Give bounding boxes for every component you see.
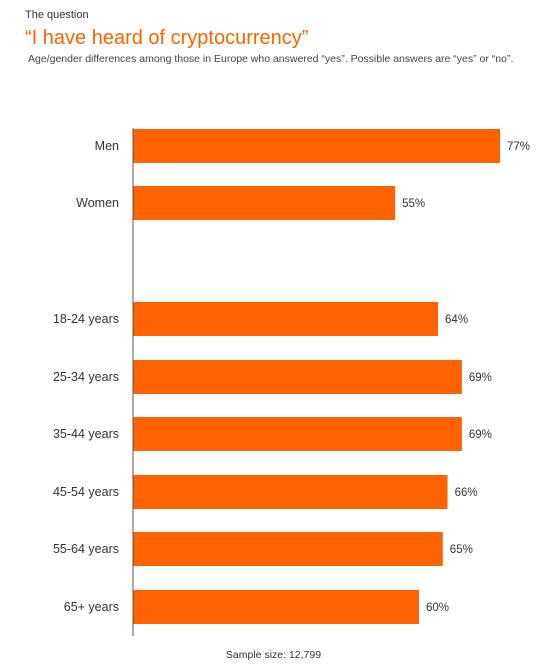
sample-size-note: Sample size: 12,799 [225,649,322,661]
value-label: 64% [445,314,468,326]
bar [133,302,439,336]
value-label: 69% [469,372,492,384]
bar [133,129,500,163]
value-label: 60% [426,602,449,614]
bar [133,532,443,566]
category-label: 35-44 years [53,427,119,441]
category-label: Women [76,196,119,210]
bar [133,186,396,220]
value-label: 55% [402,198,425,210]
value-label: 77% [507,141,530,153]
value-label: 65% [450,544,473,556]
bar [133,590,419,624]
category-label: 45-54 years [53,485,119,499]
category-label: Men [95,139,119,153]
category-label: 55-64 years [53,542,119,556]
category-label: 65+ years [64,600,119,614]
chart-subtitle: Age/gender differences among those in Eu… [28,53,514,65]
bar [133,360,462,394]
value-label: 69% [469,429,492,441]
eyebrow-label: The question [25,9,89,21]
value-label: 66% [455,487,478,499]
category-label: 25-34 years [53,370,119,384]
chart-title: “I have heard of cryptocurrency” [25,27,309,49]
bar [133,475,448,509]
category-label: 18-24 years [53,312,119,326]
bar [133,417,462,451]
